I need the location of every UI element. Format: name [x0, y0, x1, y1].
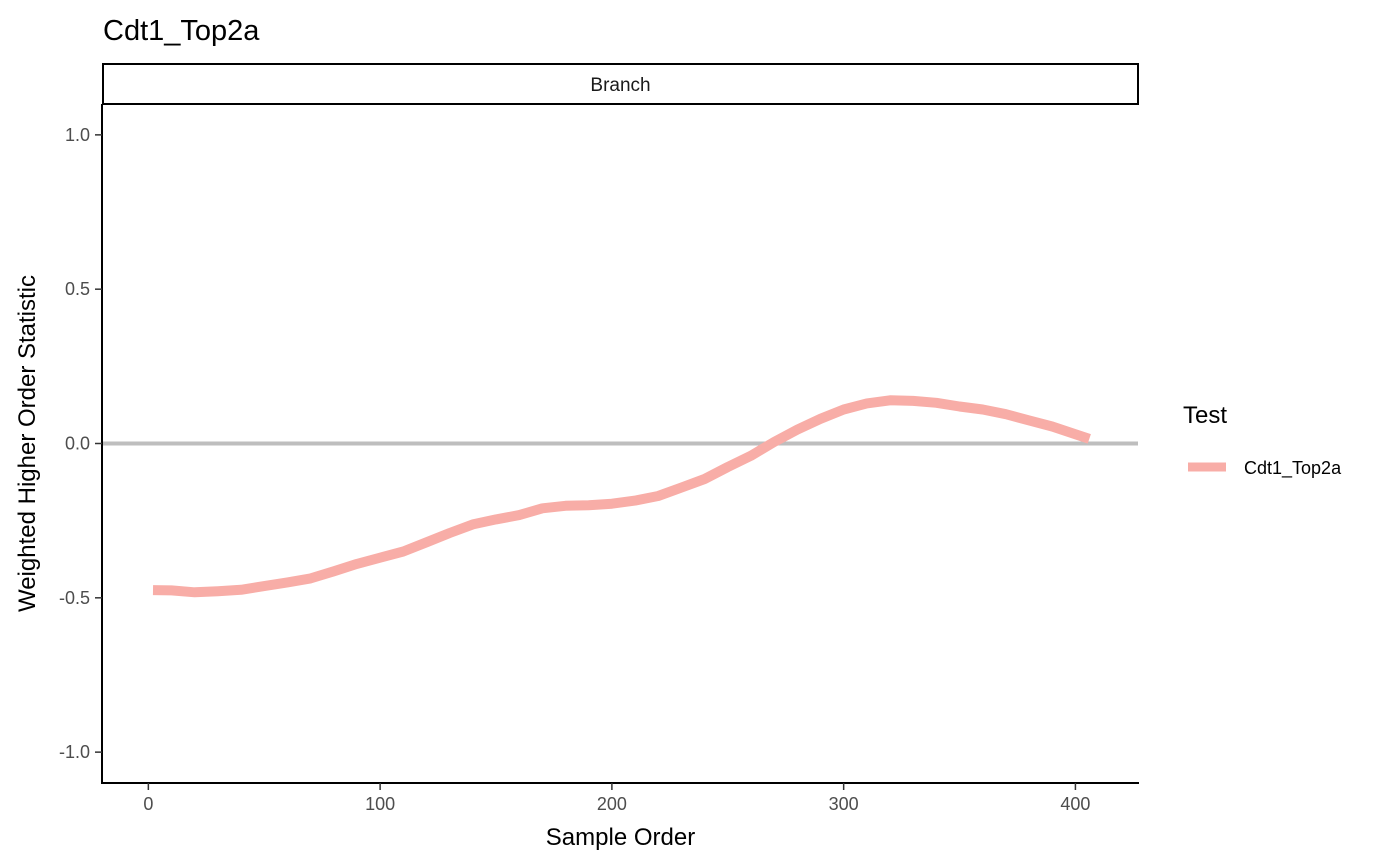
legend-label-cdt1-top2a: Cdt1_Top2a — [1244, 458, 1342, 479]
facet-strip-label: Branch — [590, 75, 650, 96]
legend-title: Test — [1183, 402, 1227, 429]
x-axis-ticks: 0 100 200 300 400 — [143, 783, 1090, 814]
x-tick-label: 400 — [1060, 794, 1090, 814]
y-axis-ticks: 1.0 0.5 0.0 -0.5 -1.0 — [59, 125, 102, 762]
x-tick-label: 200 — [597, 794, 627, 814]
y-tick-label: -0.5 — [59, 588, 90, 608]
facet-strip-box — [102, 63, 1139, 105]
y-tick-label: 0.5 — [65, 279, 90, 299]
facet-strip: Branch — [102, 63, 1139, 105]
y-axis-title: Weighted Higher Order Statistic — [14, 275, 41, 612]
y-tick-label: 0.0 — [65, 434, 90, 454]
chart-title: Cdt1_Top2a — [103, 15, 260, 47]
plot-area — [102, 395, 1138, 598]
legend: Test Cdt1_Top2a — [1183, 402, 1342, 479]
x-tick-label: 0 — [143, 794, 153, 814]
y-tick-label: -1.0 — [59, 742, 90, 762]
y-tick-label: 1.0 — [65, 125, 90, 145]
series-line-cdt1-top2a — [152, 395, 1091, 598]
x-tick-label: 300 — [829, 794, 859, 814]
x-axis-title: Sample Order — [546, 824, 695, 851]
x-tick-label: 100 — [365, 794, 395, 814]
